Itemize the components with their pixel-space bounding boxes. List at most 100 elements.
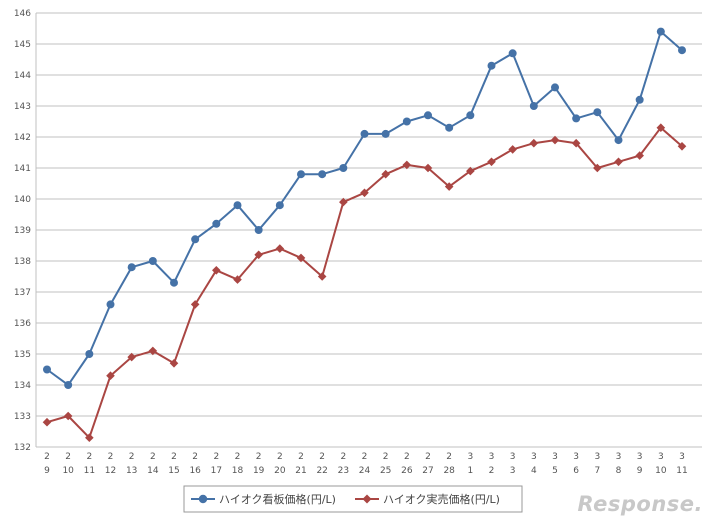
data-point <box>275 244 285 253</box>
y-axis-ticks: 132 133 134 135 136 137 138 139 140 141 142 143 144 1… <box>14 9 31 453</box>
x-tick-label-top: 2 <box>150 452 156 462</box>
x-axis-ticks: 2921021121221321421521621721821922022122… <box>44 452 688 476</box>
data-point <box>170 278 178 287</box>
x-tick-label-top: 2 <box>256 452 262 462</box>
x-tick-label-bottom: 5 <box>552 466 558 476</box>
x-tick-label-bottom: 27 <box>422 466 433 476</box>
data-point <box>254 250 263 260</box>
x-tick-label-top: 2 <box>235 452 241 462</box>
x-tick-label-top: 3 <box>658 452 664 462</box>
x-tick-label-bottom: 7 <box>594 466 600 476</box>
x-tick-label-bottom: 11 <box>84 466 95 476</box>
data-point <box>191 235 200 244</box>
x-tick-label-bottom: 17 <box>211 466 222 476</box>
x-tick-label-top: 3 <box>510 452 516 462</box>
data-point <box>551 83 559 92</box>
data-point <box>572 114 581 123</box>
x-tick-label-bottom: 1 <box>467 466 473 476</box>
y-tick-label: 136 <box>14 319 31 329</box>
data-point <box>360 188 369 198</box>
x-tick-label-bottom: 12 <box>105 466 116 476</box>
x-tick-label-top: 2 <box>298 452 304 462</box>
y-tick-label: 144 <box>14 71 31 81</box>
x-tick-label-top: 2 <box>425 452 431 462</box>
x-tick-label-bottom: 10 <box>655 466 667 476</box>
x-tick-label-bottom: 15 <box>168 466 179 476</box>
y-tick-label: 145 <box>14 40 31 50</box>
data-point <box>360 129 369 138</box>
data-point <box>317 272 327 281</box>
x-tick-label-bottom: 21 <box>295 466 306 476</box>
x-tick-label-top: 2 <box>171 452 177 462</box>
x-tick-label-top: 3 <box>573 452 579 462</box>
data-point <box>85 350 94 358</box>
x-tick-label-bottom: 11 <box>676 466 687 476</box>
y-tick-label: 133 <box>14 412 31 422</box>
series-1 <box>42 123 687 442</box>
x-tick-label-top: 2 <box>319 452 325 462</box>
data-point <box>614 157 623 167</box>
data-point <box>508 49 517 58</box>
y-tick-label: 132 <box>14 443 31 453</box>
legend-swatch-marker-1 <box>362 494 372 504</box>
grid-lines <box>35 12 702 448</box>
data-point <box>106 371 115 380</box>
data-point <box>233 201 242 210</box>
data-point <box>444 182 454 191</box>
legend[interactable]: ハイオク看板価格(円/L) ハイオク実売価格(円/L) <box>183 485 523 513</box>
data-point <box>42 417 52 427</box>
data-point <box>148 346 158 356</box>
x-tick-label-bottom: 25 <box>380 466 391 476</box>
legend-label-1: ハイオク実売価格(円/L) <box>383 492 500 506</box>
series-0 <box>43 27 686 389</box>
data-point <box>614 136 623 145</box>
data-point <box>550 135 560 145</box>
data-point <box>212 266 221 275</box>
x-tick-label-top: 3 <box>489 452 495 462</box>
x-tick-label-top: 2 <box>404 452 410 462</box>
y-tick-label: 140 <box>14 195 31 205</box>
series-line-0 <box>46 30 683 386</box>
y-tick-label: 139 <box>14 226 31 236</box>
x-tick-label-bottom: 8 <box>616 466 622 476</box>
x-tick-label-top: 3 <box>616 452 622 462</box>
x-tick-label-top: 3 <box>679 452 685 462</box>
y-tick-label: 135 <box>14 350 31 360</box>
x-tick-label-top: 2 <box>383 452 389 462</box>
x-tick-label-bottom: 2 <box>489 466 495 476</box>
data-point <box>127 263 136 272</box>
x-tick-label-bottom: 19 <box>253 466 265 476</box>
data-point <box>169 359 179 368</box>
data-point <box>233 275 242 284</box>
data-point <box>423 163 433 173</box>
data-point <box>43 365 51 374</box>
data-point <box>190 300 200 309</box>
x-tick-label-bottom: 22 <box>316 466 327 476</box>
y-tick-label: 134 <box>14 381 31 391</box>
x-tick-label-top: 2 <box>129 452 135 462</box>
x-tick-label-top: 2 <box>277 452 283 462</box>
x-tick-label-bottom: 13 <box>126 466 137 476</box>
x-tick-label-top: 3 <box>467 452 473 462</box>
data-point <box>275 201 284 210</box>
data-point <box>678 46 686 55</box>
x-tick-label-top: 2 <box>362 452 368 462</box>
data-point <box>424 111 432 120</box>
data-point <box>593 108 602 117</box>
x-tick-label-bottom: 26 <box>401 466 413 476</box>
x-tick-label-top: 2 <box>108 452 114 462</box>
series-line-1 <box>46 126 683 439</box>
legend-box <box>183 485 523 513</box>
legend-swatch-marker-0 <box>198 494 208 504</box>
x-tick-label-top: 3 <box>531 452 537 462</box>
watermark-text: Response. <box>578 492 704 516</box>
series-group <box>42 27 687 442</box>
data-point <box>635 95 644 104</box>
data-point <box>635 151 644 160</box>
data-point <box>529 102 538 110</box>
y-tick-label: 143 <box>14 102 31 112</box>
data-point <box>656 123 666 132</box>
data-point <box>381 169 390 179</box>
